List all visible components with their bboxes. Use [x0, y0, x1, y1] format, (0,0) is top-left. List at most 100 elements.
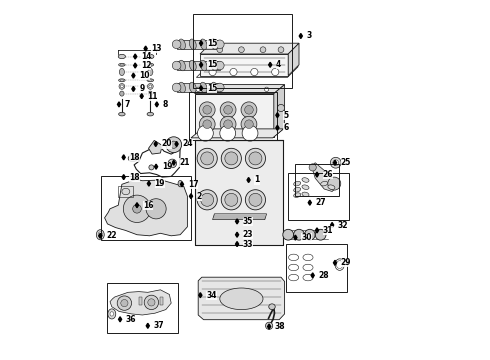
Circle shape [224, 105, 232, 114]
Polygon shape [199, 293, 202, 298]
Polygon shape [154, 141, 157, 147]
Circle shape [241, 102, 257, 118]
Ellipse shape [120, 91, 124, 96]
Circle shape [260, 47, 266, 53]
Circle shape [230, 68, 237, 76]
Ellipse shape [337, 261, 343, 269]
Ellipse shape [119, 84, 125, 89]
Text: 22: 22 [106, 231, 117, 240]
Text: 15: 15 [207, 84, 217, 93]
Circle shape [249, 152, 262, 165]
Ellipse shape [110, 312, 114, 316]
Circle shape [330, 157, 341, 168]
Circle shape [201, 193, 214, 206]
Text: 31: 31 [323, 226, 333, 235]
Bar [107, 283, 178, 333]
Text: 6: 6 [283, 123, 289, 132]
Polygon shape [276, 125, 279, 130]
Text: 21: 21 [179, 158, 190, 167]
Polygon shape [122, 175, 125, 180]
Text: 5: 5 [283, 111, 288, 120]
Polygon shape [172, 160, 175, 165]
Polygon shape [331, 222, 334, 228]
Ellipse shape [98, 232, 102, 238]
Polygon shape [134, 54, 137, 59]
Text: 25: 25 [341, 158, 351, 167]
Polygon shape [199, 86, 202, 91]
Circle shape [170, 141, 177, 148]
Text: 20: 20 [162, 139, 172, 148]
Polygon shape [104, 179, 187, 236]
Ellipse shape [178, 82, 185, 93]
Text: 4: 4 [276, 60, 281, 69]
Wedge shape [283, 229, 294, 240]
Polygon shape [154, 164, 158, 169]
Polygon shape [312, 163, 336, 192]
Polygon shape [140, 94, 143, 99]
Polygon shape [316, 228, 318, 233]
Circle shape [220, 102, 236, 118]
Bar [286, 244, 346, 292]
Ellipse shape [128, 155, 137, 162]
Circle shape [245, 120, 253, 129]
Polygon shape [147, 181, 150, 186]
Circle shape [217, 47, 222, 53]
Circle shape [197, 148, 217, 168]
Text: 14: 14 [141, 52, 151, 61]
Polygon shape [308, 200, 311, 205]
Circle shape [148, 299, 155, 306]
Ellipse shape [328, 185, 335, 189]
Text: 26: 26 [323, 170, 333, 179]
Ellipse shape [302, 185, 309, 189]
Ellipse shape [220, 288, 263, 310]
Text: 10: 10 [139, 71, 149, 80]
Ellipse shape [200, 82, 207, 93]
Text: 3: 3 [307, 31, 312, 40]
Text: 32: 32 [338, 220, 348, 230]
Circle shape [133, 204, 141, 213]
Ellipse shape [118, 54, 125, 59]
Ellipse shape [119, 112, 125, 116]
Text: 9: 9 [139, 85, 145, 94]
Circle shape [172, 83, 181, 92]
Text: 17: 17 [188, 180, 198, 189]
Polygon shape [274, 85, 285, 137]
Ellipse shape [120, 80, 123, 81]
Ellipse shape [269, 304, 275, 310]
Ellipse shape [147, 84, 153, 89]
Polygon shape [110, 290, 171, 315]
Polygon shape [288, 43, 299, 76]
Circle shape [225, 193, 238, 206]
Polygon shape [144, 46, 147, 51]
Ellipse shape [147, 112, 153, 116]
Circle shape [168, 159, 176, 168]
Circle shape [225, 152, 238, 165]
Polygon shape [122, 155, 125, 160]
Polygon shape [268, 324, 270, 329]
Circle shape [221, 190, 242, 210]
Circle shape [251, 68, 258, 76]
Ellipse shape [148, 91, 152, 96]
Ellipse shape [189, 39, 196, 50]
Text: 23: 23 [243, 230, 253, 239]
Polygon shape [200, 43, 299, 54]
Polygon shape [236, 242, 239, 247]
Polygon shape [148, 140, 162, 154]
Bar [139, 297, 143, 305]
Ellipse shape [211, 39, 218, 50]
Polygon shape [132, 73, 135, 78]
Bar [160, 297, 163, 305]
Ellipse shape [211, 60, 218, 71]
Circle shape [220, 125, 236, 141]
Text: 24: 24 [182, 139, 193, 148]
Polygon shape [213, 214, 267, 220]
Polygon shape [334, 160, 337, 165]
Ellipse shape [149, 165, 154, 170]
Circle shape [172, 61, 181, 70]
Ellipse shape [147, 54, 154, 59]
Polygon shape [175, 141, 178, 147]
Ellipse shape [178, 180, 182, 187]
Polygon shape [269, 62, 272, 67]
Polygon shape [195, 94, 274, 137]
Circle shape [121, 300, 128, 307]
